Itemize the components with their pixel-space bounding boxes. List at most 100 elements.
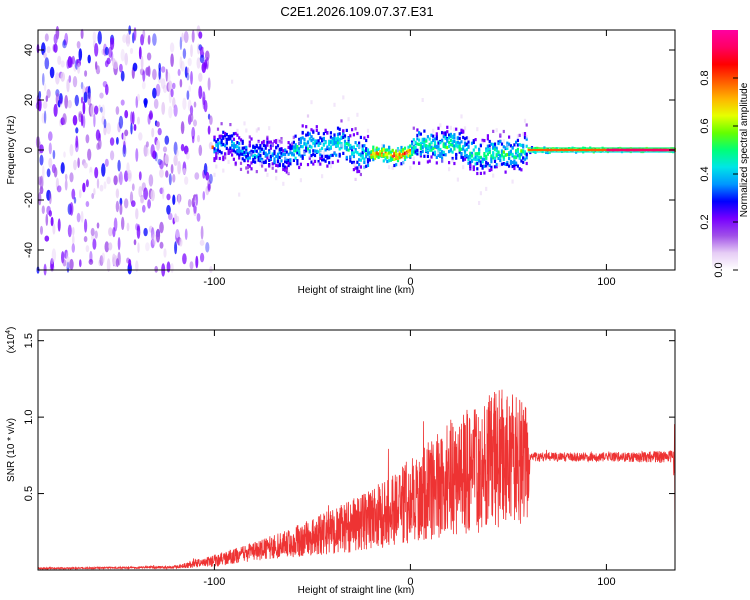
snr-series	[37, 389, 676, 571]
spectrogram-cell	[124, 170, 129, 182]
spectrogram-cell	[336, 126, 340, 130]
snr-multiplier-close: )	[6, 327, 17, 330]
spectrogram-cell	[259, 153, 262, 157]
spectrogram-cell	[352, 151, 355, 155]
spectrogram-cell	[455, 156, 458, 160]
snr-multiplier-exp: 4	[5, 330, 12, 334]
spectrogram-cell	[229, 137, 232, 141]
spectrogram-cell	[213, 147, 216, 151]
spectrogram-cell	[310, 135, 313, 139]
spectrogram-cell	[110, 37, 115, 50]
spectrogram-cell	[172, 97, 176, 109]
spectrogram-cell	[83, 91, 88, 103]
spectrogram-cell	[189, 261, 194, 270]
spectrogram-cell	[317, 150, 320, 154]
spectrogram-cell	[135, 208, 139, 220]
spectrogram-cell	[328, 142, 331, 147]
spectrogram-cell	[234, 150, 237, 154]
spectrogram-cell	[423, 129, 426, 133]
spectrogram-cell	[285, 166, 288, 170]
spectrogram-cell	[57, 55, 62, 65]
spectrogram-cells	[35, 25, 676, 277]
spectrogram-cell	[73, 159, 77, 171]
spectrogram-cell	[377, 152, 380, 156]
spectrogram-cell	[435, 161, 438, 165]
spectrogram-cell	[508, 156, 511, 161]
spectrogram-cell	[352, 168, 355, 172]
spectrogram-cell	[629, 147, 632, 151]
spectrogram-cell	[358, 141, 361, 145]
spectrogram-cell	[391, 165, 394, 170]
spectrogram-cell	[502, 157, 505, 161]
spectrogram-cell	[257, 127, 260, 131]
spectrogram-cell	[388, 165, 391, 170]
spectrogram-cell	[340, 119, 343, 123]
spectrogram-cell	[439, 123, 442, 128]
spectrogram-cell	[419, 144, 422, 148]
spectrogram-cell	[53, 103, 58, 117]
spectrogram-cell	[359, 172, 362, 177]
spectrogram-cell	[50, 216, 54, 227]
spectrogram-cell	[248, 150, 251, 155]
spectrogram-cell	[55, 72, 60, 85]
spectrogram-cell	[200, 252, 205, 263]
spectrogram-cell	[342, 132, 345, 136]
spectrogram-cell	[143, 144, 148, 157]
spectrogram-cell	[285, 158, 288, 162]
spectrogram-cell	[225, 137, 228, 142]
spectrogram-cell	[467, 145, 470, 149]
spectrogram-cell	[250, 137, 253, 141]
spectrogram-cell	[439, 141, 442, 145]
spectrogram-cell	[463, 149, 467, 153]
spectrogram-cell	[513, 166, 516, 171]
spectrogram-cell	[513, 159, 516, 163]
spectrogram-cell	[354, 162, 357, 167]
spectrogram-cell	[329, 153, 332, 158]
spectrogram-cell	[276, 164, 280, 168]
spectrogram-cell	[428, 159, 431, 163]
spectrogram-cell	[287, 163, 290, 168]
spectrogram-cell	[77, 157, 80, 169]
spectrogram-cell	[400, 153, 403, 157]
spectrogram-cell	[573, 147, 576, 151]
spectrogram-cell	[124, 198, 129, 209]
spectrogram-cell	[463, 143, 467, 147]
spectrogram-cell	[319, 149, 322, 154]
spectrogram-ticks: -100 0 100 -40 -20 0 20 40	[23, 30, 675, 288]
spectrogram-cell	[168, 212, 173, 221]
spectrogram-cell	[479, 144, 482, 148]
spectrogram-cell	[418, 161, 421, 165]
spectrogram-cell	[322, 143, 325, 147]
spectrogram-cell	[170, 88, 174, 98]
spectrogram-cell	[336, 159, 340, 163]
spectrogram-cell	[347, 148, 350, 152]
spectrogram-cell	[437, 126, 440, 130]
spectrogram-cell	[148, 112, 153, 120]
spectrogram-cell	[106, 57, 111, 65]
spectrogram-cell	[222, 142, 225, 146]
spectrogram-cell	[441, 152, 444, 156]
spectrogram-cell	[129, 90, 134, 103]
spectrogram-cell	[375, 148, 378, 152]
spectrogram-cell	[48, 192, 52, 205]
spectrogram-cell	[670, 147, 673, 151]
spectrogram-cell	[145, 141, 149, 148]
spectrogram-cell	[352, 162, 355, 167]
spectrogram-cell	[393, 157, 396, 161]
spectrogram-cell	[195, 193, 199, 206]
spectrogram-cell	[142, 70, 146, 82]
spectrogram-cell	[110, 51, 114, 62]
spectrogram-cell	[412, 161, 415, 165]
snr-xlabel: Height of straight line (km)	[298, 585, 415, 596]
spectrogram-cell	[389, 153, 392, 157]
spectrogram-cell	[516, 147, 519, 151]
spectrogram-cell	[310, 139, 313, 143]
spectrogram-cell	[492, 173, 495, 178]
spectrogram-cell	[343, 143, 347, 147]
spectrogram-cell	[500, 150, 504, 154]
spectrogram-cell	[108, 242, 113, 251]
spectrogram-cell	[335, 141, 338, 145]
spectrogram-cell	[159, 168, 164, 178]
spectrogram-cell	[122, 144, 127, 158]
spectrogram-cell	[112, 217, 116, 224]
